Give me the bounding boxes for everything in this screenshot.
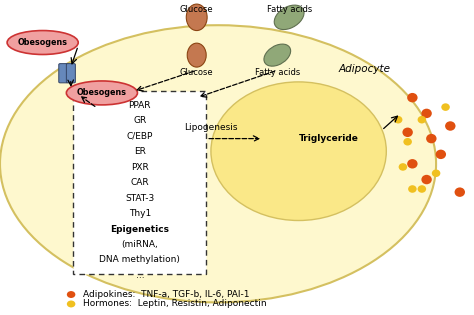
Text: Glucose: Glucose <box>180 68 213 77</box>
Text: PXR: PXR <box>131 163 149 172</box>
Ellipse shape <box>67 301 75 307</box>
Ellipse shape <box>445 121 456 131</box>
Ellipse shape <box>455 187 465 197</box>
Ellipse shape <box>0 25 436 302</box>
Text: GR: GR <box>133 117 146 125</box>
Text: Adipocyte: Adipocyte <box>339 64 391 74</box>
Text: Glucose: Glucose <box>180 5 213 14</box>
Ellipse shape <box>418 116 426 123</box>
Ellipse shape <box>399 163 407 171</box>
Ellipse shape <box>407 93 418 102</box>
Ellipse shape <box>441 103 450 111</box>
Ellipse shape <box>408 185 417 193</box>
Text: Obesogens: Obesogens <box>77 89 127 97</box>
Ellipse shape <box>436 150 446 159</box>
Text: PPAR: PPAR <box>128 101 151 110</box>
Ellipse shape <box>274 5 304 30</box>
FancyBboxPatch shape <box>66 64 75 83</box>
FancyBboxPatch shape <box>59 64 68 83</box>
Text: (miRNA,: (miRNA, <box>121 240 158 249</box>
Ellipse shape <box>403 138 412 146</box>
FancyBboxPatch shape <box>73 91 206 274</box>
Ellipse shape <box>432 169 440 177</box>
Ellipse shape <box>426 134 437 143</box>
Text: Hormones:  Leptin, Resistin, Adiponectin: Hormones: Leptin, Resistin, Adiponectin <box>83 300 266 308</box>
Ellipse shape <box>67 291 75 298</box>
Text: Adipokines:  TNF-a, TGF-b, IL-6, PAI-1: Adipokines: TNF-a, TGF-b, IL-6, PAI-1 <box>83 290 249 299</box>
Text: Triglyceride: Triglyceride <box>299 134 358 143</box>
Ellipse shape <box>186 4 207 31</box>
Text: ...: ... <box>136 271 144 280</box>
Text: C/EBP: C/EBP <box>127 132 153 141</box>
Text: DNA methylation): DNA methylation) <box>100 255 180 264</box>
Ellipse shape <box>418 185 426 193</box>
Ellipse shape <box>394 116 402 123</box>
Text: Thy1: Thy1 <box>129 209 151 218</box>
Text: Obesogens: Obesogens <box>18 38 68 47</box>
Text: CAR: CAR <box>130 178 149 187</box>
Ellipse shape <box>421 109 432 118</box>
Ellipse shape <box>211 82 386 220</box>
Ellipse shape <box>264 44 291 66</box>
Text: Fatty acids: Fatty acids <box>266 5 312 14</box>
Text: Fatty acids: Fatty acids <box>255 68 300 77</box>
Text: STAT-3: STAT-3 <box>125 194 155 203</box>
Ellipse shape <box>421 175 432 184</box>
Ellipse shape <box>407 159 418 169</box>
Text: ER: ER <box>134 147 146 156</box>
Ellipse shape <box>66 81 137 105</box>
Ellipse shape <box>7 31 78 54</box>
Ellipse shape <box>402 128 413 137</box>
Text: Epigenetics: Epigenetics <box>110 225 169 233</box>
Text: Lipogenesis: Lipogenesis <box>184 123 237 132</box>
Ellipse shape <box>187 43 206 67</box>
